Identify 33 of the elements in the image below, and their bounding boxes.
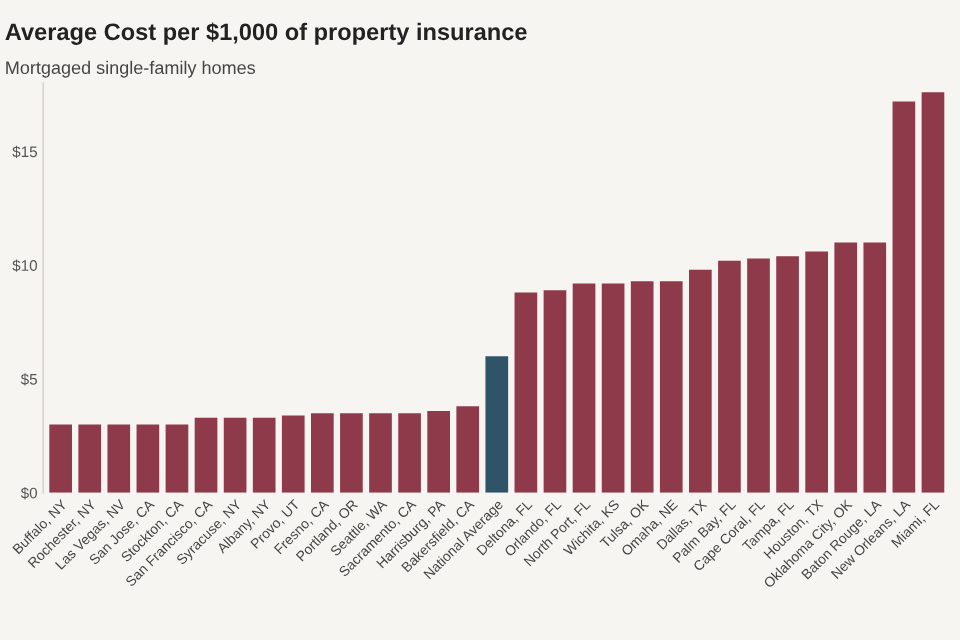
bar [863,242,887,493]
bar [165,424,189,493]
bar [572,283,596,493]
bar [49,424,72,493]
bar [805,251,828,493]
bar [659,281,683,493]
bar [136,424,160,493]
bar [107,424,131,493]
bar [340,413,363,493]
bar [311,413,334,493]
bar [601,283,625,493]
bar [747,258,770,493]
bar [514,292,538,493]
bar [718,260,741,493]
bar [921,92,945,493]
bar [427,410,450,493]
bar [252,417,276,493]
bar [223,417,247,493]
bar [194,417,218,493]
bar [456,406,480,493]
bar [630,281,654,493]
bar [543,290,567,493]
bar [369,413,392,493]
chart-title: Average Cost per $1,000 of property insurance [5,22,527,45]
bar [398,413,421,493]
bar [485,356,509,493]
bar [281,415,305,493]
bar [776,256,799,493]
bar [834,242,858,493]
bar [78,424,102,493]
bar [892,101,916,493]
chart-subtitle: Mortgaged single-family homes [6,60,256,78]
bar [689,269,712,493]
